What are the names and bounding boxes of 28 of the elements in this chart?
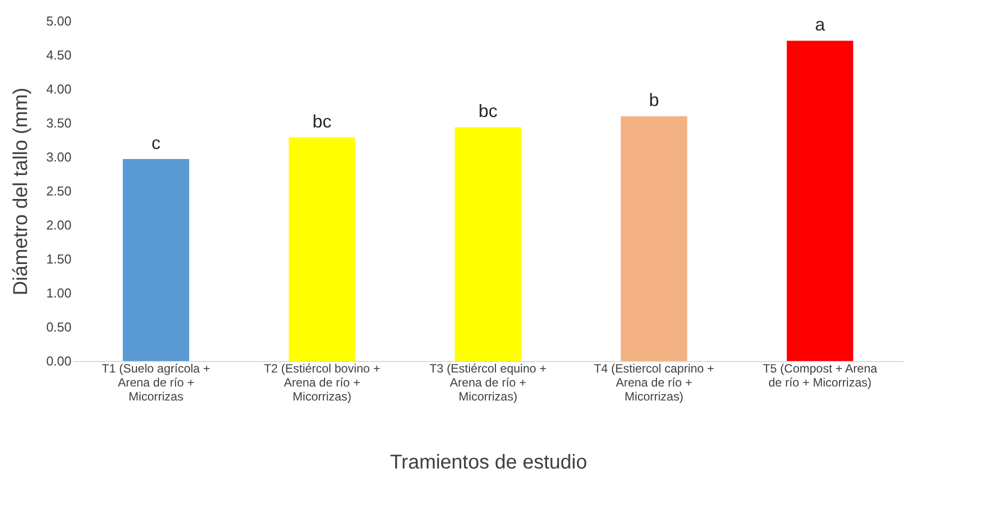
y-tick-label: 0.00 [46,354,72,368]
x-tick-label: T2 (Estiércol bovino + Arena de río + Micorrizas) [264,362,380,404]
y-tick-label: 1.00 [46,286,72,300]
x-tick-label: T3 (Estiércol equino + Arena de río + Micorrizas) [429,362,547,404]
annotation: c [152,133,160,154]
y-tick-label: 4.50 [46,48,72,62]
y-tick-label: 3.50 [46,116,72,130]
x-axis-title: Tramientos de estudio [390,452,588,474]
x-tick-label: T4 (Estiercol caprino + Arena de río + Micorrizas) [594,362,714,404]
bar [786,40,854,361]
bar [454,127,522,361]
y-tick-label: 1.50 [46,252,72,266]
x-tick-label: T1 (Suelo agrícola + Arena de río + Micorrizas [102,362,210,404]
y-tick-label: 4.00 [46,82,72,96]
bar [288,137,356,361]
annotation: bc [478,101,498,122]
y-tick-label: 0.50 [46,320,72,334]
y-tick-label: 3.00 [46,150,72,164]
annotation: b [648,90,660,110]
bar [620,116,688,361]
y-tick-label: 5.00 [46,14,72,28]
y-axis-title: Diámetro del tallo (mm) [10,88,32,296]
y-tick-label: 2.50 [46,184,72,198]
annotation: a [814,14,826,35]
y-tick-label: 2.00 [46,218,72,232]
bar [122,159,190,361]
annotation: bc [312,111,332,132]
x-tick-label: T5 (Compost + Arena de río + Micorrizas) [762,362,878,390]
